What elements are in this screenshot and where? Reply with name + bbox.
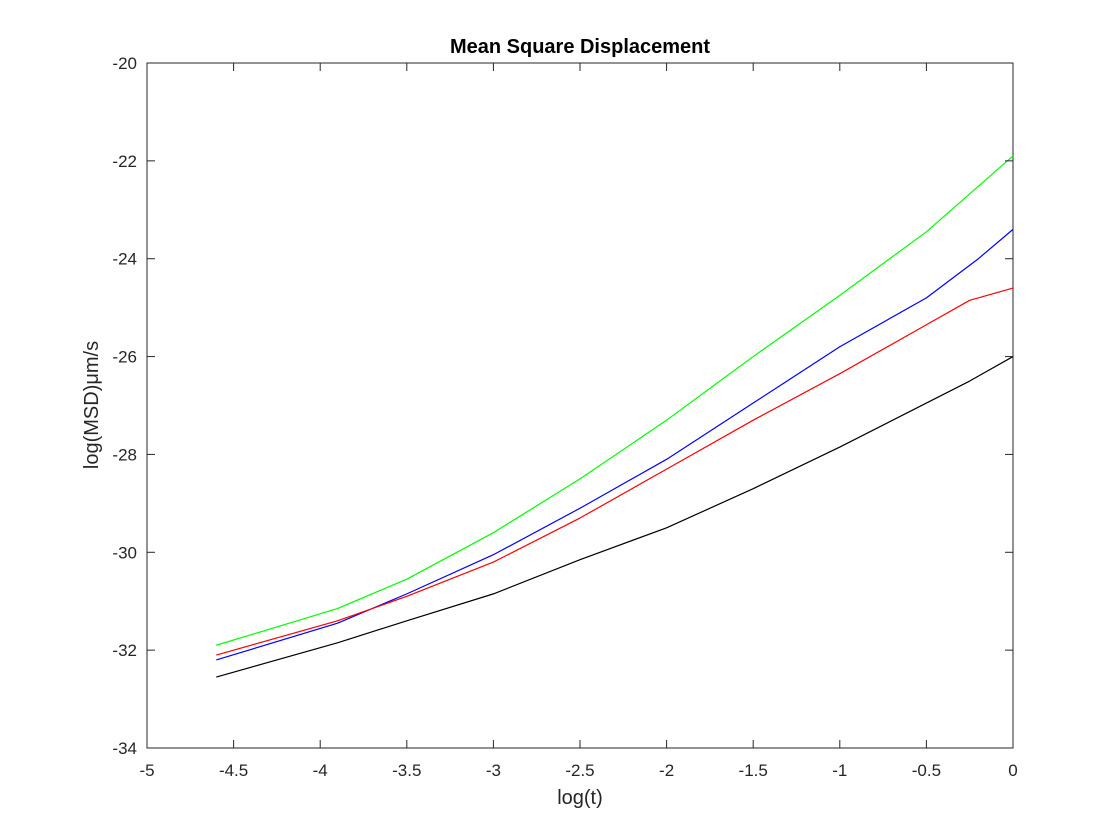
x-tick-label: -4.5 bbox=[219, 761, 248, 780]
series-line-3 bbox=[216, 287, 1014, 656]
y-axis-label: log(MSD)μm/s bbox=[81, 341, 103, 469]
x-tick-label: -2.5 bbox=[565, 761, 594, 780]
y-tick-label: -22 bbox=[112, 152, 137, 171]
plot-area: -5 -4.5 -4 -3.5 -3 -2.5 -2 -1.5 -1 -0.5 0 -34 -32 -30… bbox=[112, 54, 1017, 780]
y-tick-label: -28 bbox=[112, 445, 137, 464]
y-tick-label: -20 bbox=[112, 54, 137, 73]
x-tick-label: -2 bbox=[659, 761, 674, 780]
x-tick-label: -0.5 bbox=[912, 761, 941, 780]
x-tick-label: 0 bbox=[1008, 761, 1017, 780]
x-axis-label: log(t) bbox=[557, 787, 603, 809]
y-tick-label: -34 bbox=[112, 739, 137, 758]
series-line-1 bbox=[216, 155, 1014, 646]
x-tick-label: -4 bbox=[313, 761, 328, 780]
x-tick-label: -1.5 bbox=[739, 761, 768, 780]
x-tick-label: -3 bbox=[486, 761, 501, 780]
y-tick-label: -32 bbox=[112, 641, 137, 660]
x-tick-label: -3.5 bbox=[392, 761, 421, 780]
y-tick-label: -30 bbox=[112, 543, 137, 562]
series-line-2 bbox=[216, 228, 1014, 661]
x-tick-label: -5 bbox=[139, 761, 154, 780]
y-tick-label: -26 bbox=[112, 348, 137, 367]
y-tick-label: -24 bbox=[112, 250, 137, 269]
chart-title: Mean Square Displacement bbox=[450, 36, 710, 58]
series-line-4 bbox=[216, 356, 1014, 678]
x-tick-label: -1 bbox=[832, 761, 847, 780]
